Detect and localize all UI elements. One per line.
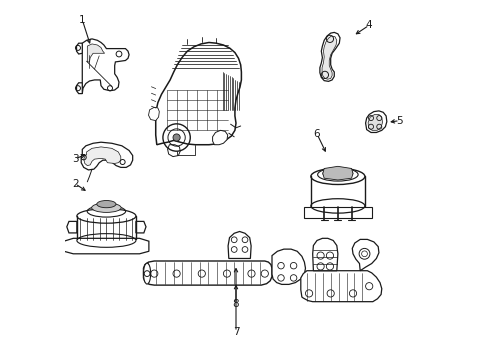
Text: 7: 7	[233, 327, 239, 337]
Ellipse shape	[144, 263, 151, 284]
Text: 6: 6	[314, 129, 320, 139]
Text: 2: 2	[72, 179, 78, 189]
Polygon shape	[76, 83, 82, 94]
Polygon shape	[148, 107, 159, 121]
Ellipse shape	[92, 203, 121, 212]
Polygon shape	[366, 111, 387, 132]
Polygon shape	[301, 271, 382, 302]
Polygon shape	[84, 147, 121, 166]
Ellipse shape	[318, 168, 358, 181]
Polygon shape	[76, 43, 82, 54]
Polygon shape	[323, 166, 353, 180]
Polygon shape	[304, 207, 372, 218]
Circle shape	[173, 134, 180, 141]
Polygon shape	[144, 261, 272, 285]
Ellipse shape	[97, 201, 116, 208]
Polygon shape	[320, 32, 340, 81]
Polygon shape	[313, 238, 338, 271]
Text: 3: 3	[72, 154, 78, 164]
Polygon shape	[67, 221, 77, 233]
Polygon shape	[82, 39, 129, 94]
Polygon shape	[156, 42, 242, 145]
Text: 4: 4	[366, 20, 372, 30]
Polygon shape	[352, 239, 379, 271]
Text: 8: 8	[233, 299, 239, 309]
Polygon shape	[213, 130, 228, 145]
Text: 5: 5	[396, 116, 403, 126]
Polygon shape	[228, 231, 251, 258]
Polygon shape	[168, 145, 180, 157]
Polygon shape	[81, 142, 133, 170]
Polygon shape	[368, 114, 383, 130]
Polygon shape	[64, 238, 149, 254]
Ellipse shape	[323, 168, 353, 179]
Polygon shape	[136, 221, 146, 233]
Text: 1: 1	[79, 15, 86, 25]
Ellipse shape	[311, 168, 365, 184]
Polygon shape	[272, 249, 305, 284]
Polygon shape	[87, 44, 104, 62]
Polygon shape	[322, 36, 337, 79]
